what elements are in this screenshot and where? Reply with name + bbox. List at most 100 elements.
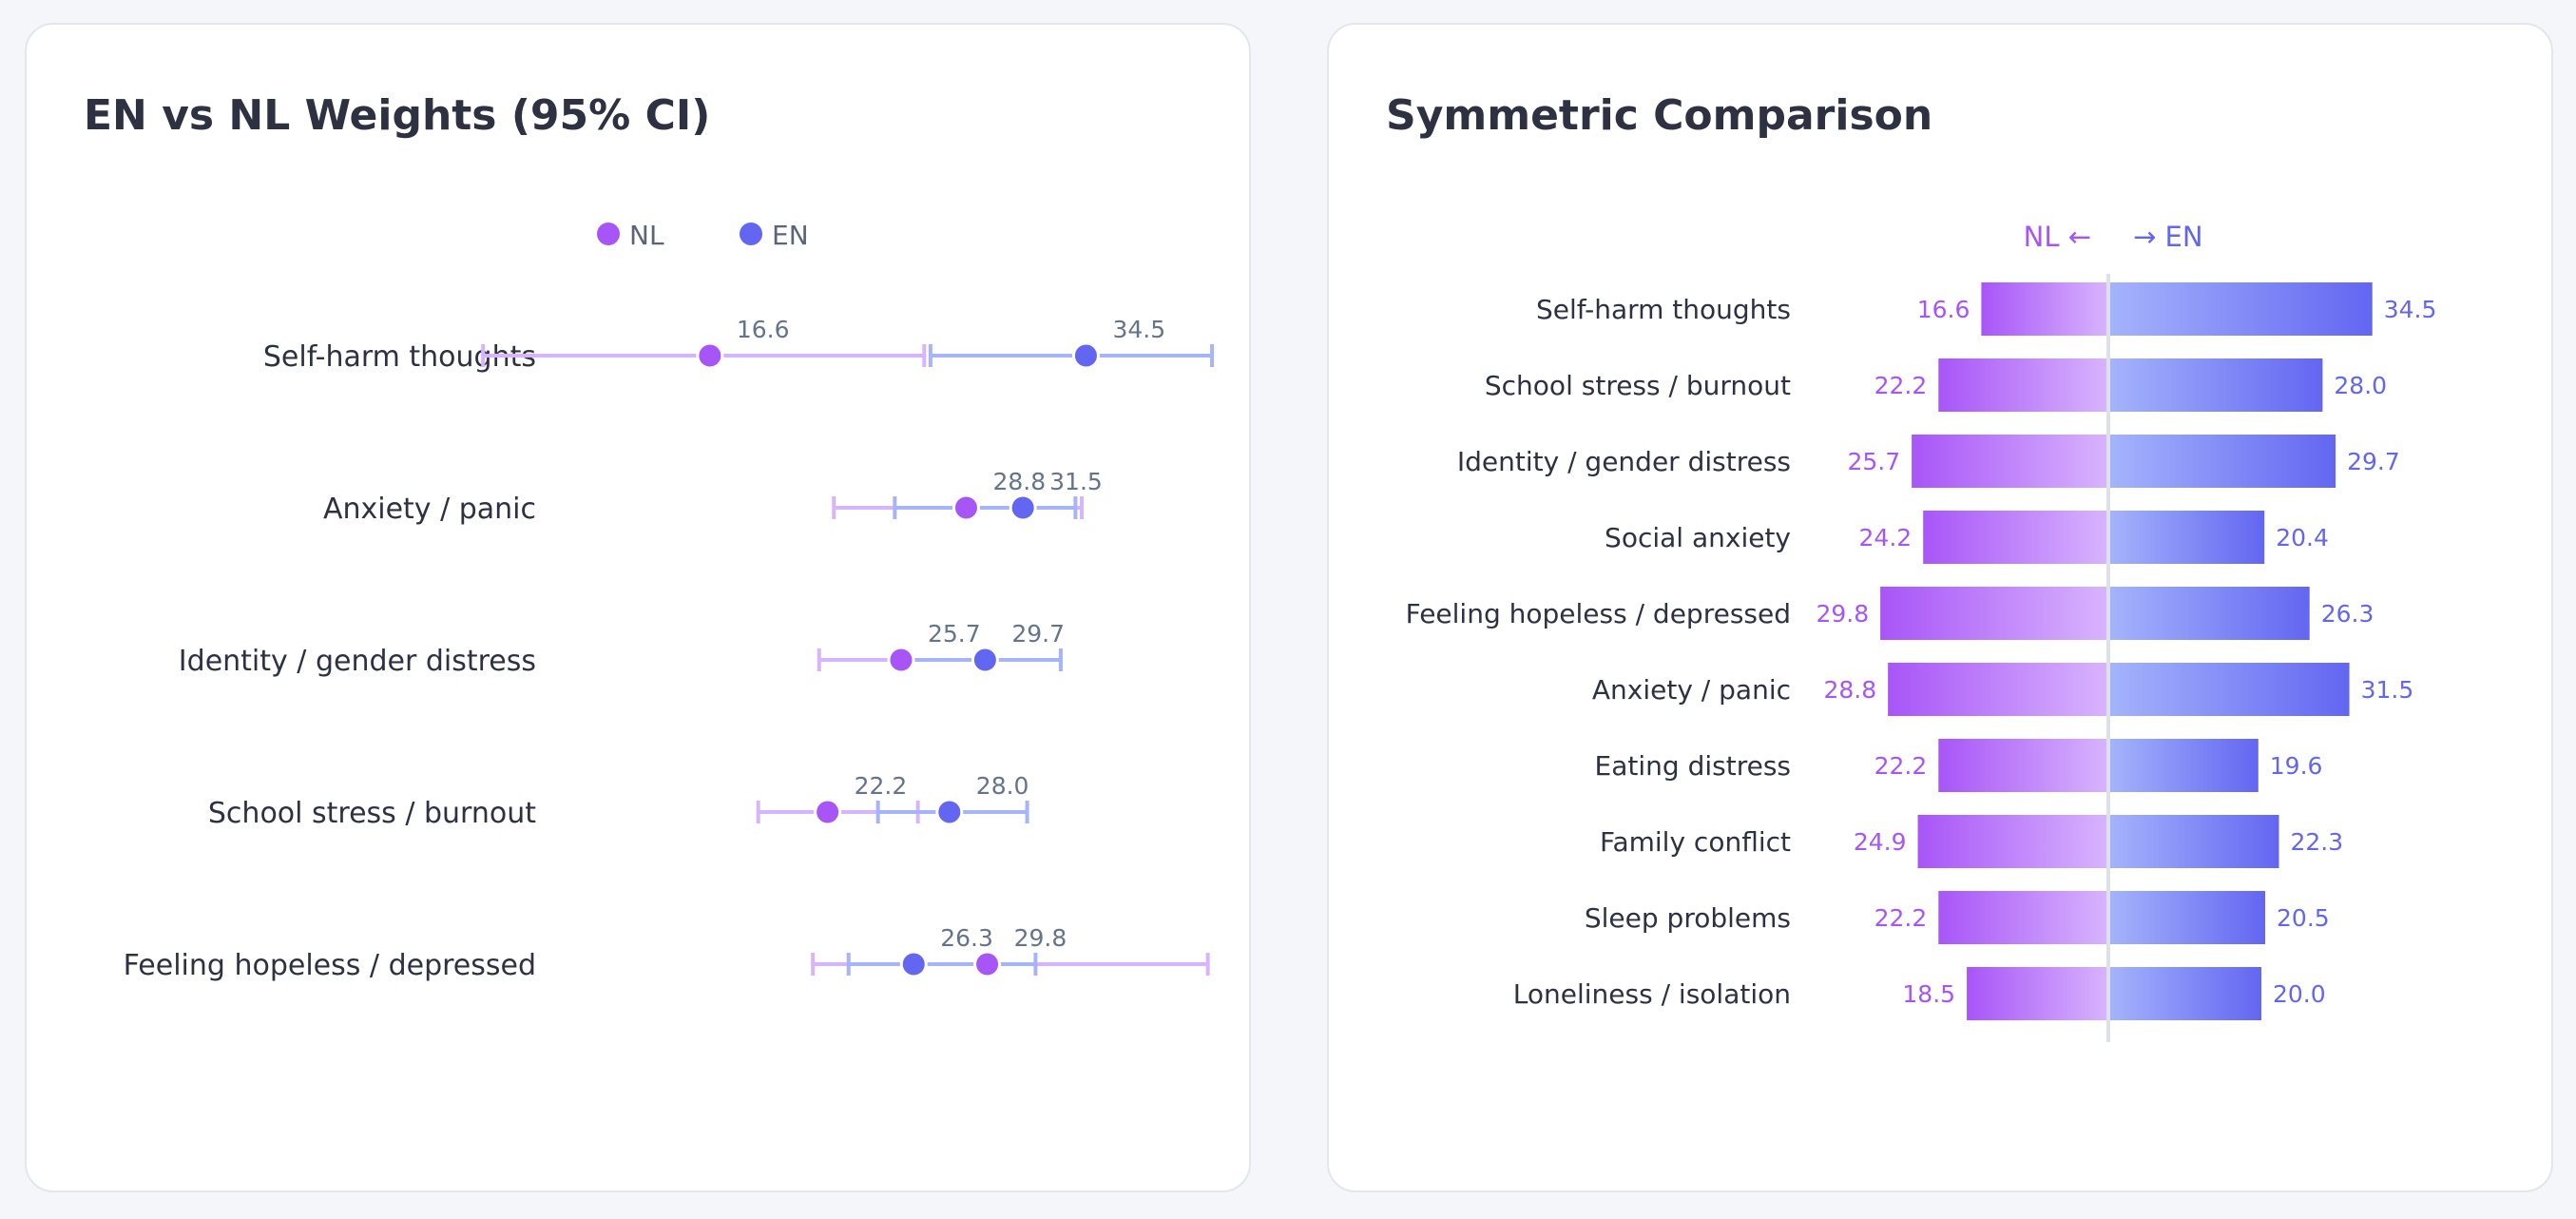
- en-bar: [2108, 511, 2265, 564]
- nl-value-label: 22.2: [1874, 904, 1928, 932]
- nl-value-label: 25.7: [928, 620, 981, 648]
- diverging-row: School stress / burnout 22.2 28.0: [1485, 358, 2387, 412]
- category-label: Loneliness / isolation: [1513, 978, 1791, 1010]
- ci-row: Feeling hopeless / depressed 29.8 26.3: [124, 924, 1210, 982]
- diverging-row: Anxiety / panic 28.8 31.5: [1592, 663, 2413, 716]
- category-label: Identity / gender distress: [1457, 446, 1791, 477]
- en-bar: [2108, 358, 2323, 412]
- nl-value-label: 22.2: [855, 772, 908, 800]
- en-bar: [2108, 739, 2259, 792]
- en-value-label: 29.7: [1011, 620, 1065, 648]
- nl-point: [952, 493, 980, 522]
- nl-point: [973, 950, 1002, 978]
- en-point: [899, 950, 928, 978]
- category-label: School stress / burnout: [1485, 370, 1791, 401]
- nl-value-label: 16.6: [1917, 296, 1970, 323]
- en-value-label: 29.7: [2347, 448, 2400, 475]
- nl-point: [696, 341, 724, 370]
- en-value-label: 20.0: [2273, 980, 2326, 1008]
- en-bar: [2108, 967, 2261, 1020]
- legend-marker-nl: [597, 223, 620, 245]
- en-point: [935, 798, 964, 826]
- diverging-row: Identity / gender distress 25.7 29.7: [1457, 435, 2400, 488]
- nl-direction-label: NL ←: [2024, 221, 2091, 253]
- en-bar: [2108, 663, 2350, 716]
- ci-chart-title: EN vs NL Weights (95% CI): [84, 91, 711, 140]
- nl-bar: [1967, 967, 2108, 1020]
- category-label: Feeling hopeless / depressed: [1406, 598, 1791, 629]
- nl-bar: [1981, 282, 2108, 336]
- en-bar: [2108, 282, 2373, 336]
- category-label: Family conflict: [1600, 826, 1791, 858]
- nl-bar: [1917, 815, 2108, 868]
- category-label: Self-harm thoughts: [1536, 294, 1791, 325]
- diverging-row: Family conflict 24.9 22.3: [1600, 815, 2343, 868]
- category-label: Feeling hopeless / depressed: [124, 949, 536, 982]
- nl-value-label: 28.8: [992, 468, 1046, 495]
- en-value-label: 19.6: [2270, 752, 2323, 780]
- ci-row: School stress / burnout 22.2 28.0: [208, 772, 1029, 830]
- nl-value-label: 16.6: [737, 316, 790, 343]
- en-value-label: 28.0: [2334, 372, 2387, 399]
- nl-value-label: 29.8: [1816, 600, 1869, 628]
- en-value-label: 31.5: [1049, 468, 1103, 495]
- en-value-label: 34.5: [2384, 296, 2437, 323]
- nl-bar: [1912, 435, 2108, 488]
- legend-label-nl: NL: [629, 220, 664, 251]
- ci-legend: NL EN: [597, 220, 809, 251]
- en-value-label: 31.5: [2361, 676, 2414, 704]
- legend-label-en: EN: [772, 220, 809, 251]
- en-direction-label: → EN: [2133, 221, 2203, 253]
- en-bar: [2108, 435, 2336, 488]
- en-bar: [2108, 815, 2279, 868]
- nl-value-label: 25.7: [1847, 448, 1900, 475]
- en-value-label: 20.4: [2276, 524, 2329, 551]
- diverging-row: Social anxiety 24.2 20.4: [1605, 511, 2329, 564]
- diverging-chart-title: Symmetric Comparison: [1386, 91, 1933, 140]
- nl-value-label: 29.8: [1014, 924, 1067, 952]
- diverging-row: Feeling hopeless / depressed 29.8 26.3: [1406, 587, 2374, 640]
- nl-bar: [1938, 358, 2108, 412]
- nl-point: [887, 646, 915, 674]
- en-point: [1009, 493, 1037, 522]
- en-value-label: 28.0: [976, 772, 1029, 800]
- category-label: Identity / gender distress: [179, 645, 536, 678]
- category-label: Social anxiety: [1605, 522, 1791, 553]
- nl-bar: [1923, 511, 2108, 564]
- en-point: [1071, 341, 1100, 370]
- ci-row: Identity / gender distress 25.7 29.7: [179, 620, 1065, 678]
- en-value-label: 20.5: [2277, 904, 2330, 932]
- category-label: Anxiety / panic: [1592, 674, 1791, 706]
- nl-point: [814, 798, 842, 826]
- diverging-row: Self-harm thoughts 16.6 34.5: [1536, 282, 2436, 336]
- legend-marker-en: [740, 223, 762, 245]
- nl-value-label: 18.5: [1902, 980, 1955, 1008]
- category-label: Anxiety / panic: [323, 493, 536, 526]
- en-bar: [2108, 587, 2310, 640]
- ci-row: Anxiety / panic 28.8 31.5: [323, 468, 1103, 526]
- nl-value-label: 24.9: [1854, 828, 1907, 856]
- en-point: [971, 646, 999, 674]
- diverging-row: Sleep problems 22.2 20.5: [1585, 891, 2330, 944]
- diverging-chart: NL ← → EN Self-harm thoughts 16.6 34.5 School…: [1406, 221, 2436, 1042]
- category-label: Eating distress: [1595, 750, 1791, 782]
- nl-value-label: 28.8: [1823, 676, 1876, 704]
- en-bar: [2108, 891, 2266, 944]
- nl-bar: [1938, 739, 2108, 792]
- nl-bar: [1888, 663, 2108, 716]
- symmetric-comparison-card: Symmetric Comparison NL ← → EN Self-harm t…: [1327, 23, 2553, 1192]
- en-value-label: 26.3: [2321, 600, 2374, 628]
- nl-bar: [1880, 587, 2108, 640]
- category-label: School stress / burnout: [208, 797, 536, 830]
- en-value-label: 26.3: [940, 924, 993, 952]
- en-value-label: 34.5: [1112, 316, 1165, 343]
- en-value-label: 22.3: [2291, 828, 2344, 856]
- category-label: Sleep problems: [1585, 902, 1791, 934]
- nl-value-label: 22.2: [1874, 752, 1928, 780]
- weights-ci-card: EN vs NL Weights (95% CI) NL EN Self-harm …: [25, 23, 1251, 1192]
- diverging-row: Eating distress 22.2 19.6: [1595, 739, 2323, 792]
- nl-value-label: 22.2: [1874, 372, 1928, 399]
- nl-bar: [1938, 891, 2108, 944]
